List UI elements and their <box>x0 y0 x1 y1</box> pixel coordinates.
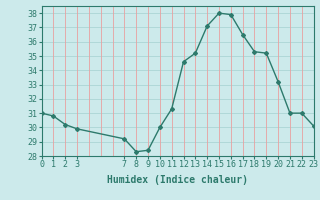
X-axis label: Humidex (Indice chaleur): Humidex (Indice chaleur) <box>107 175 248 185</box>
